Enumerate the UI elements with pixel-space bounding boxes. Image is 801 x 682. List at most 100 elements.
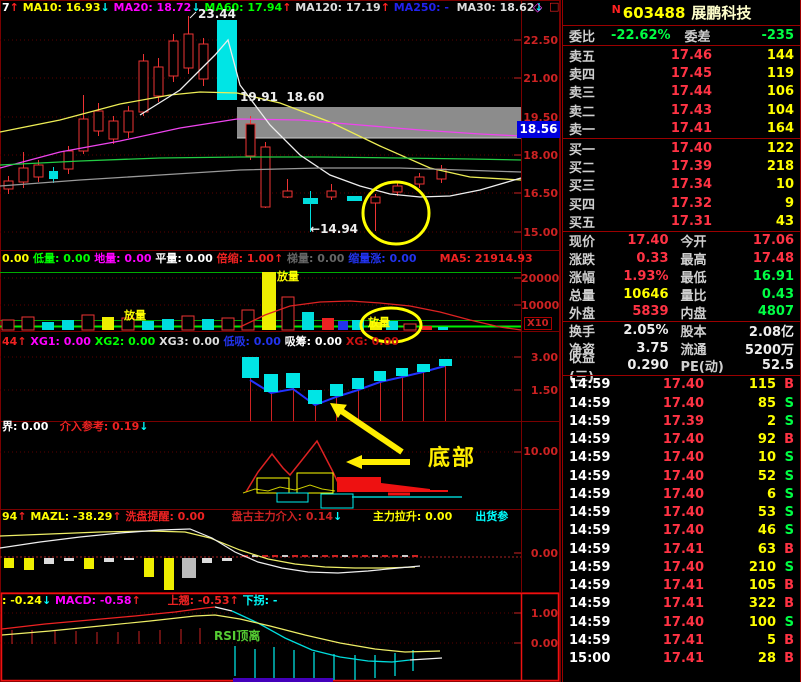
- indicator-token: XG1: 0.00: [30, 335, 95, 348]
- axis-label: 15.00: [523, 226, 558, 239]
- indicator-token: 0.00: [2, 252, 33, 265]
- indicator-token: XG2: 0.00: [94, 335, 160, 348]
- peak-pointer: [189, 11, 197, 19]
- commission-ratio-row: 委比 -22.62% 委差 -235: [569, 28, 794, 45]
- indicator-token: 缩量涨: 0.00: [348, 252, 417, 265]
- indicator-token: 94: [2, 510, 18, 523]
- order-book-row[interactable]: 卖三 17.44 106: [569, 84, 794, 102]
- volume-pane: [0, 272, 522, 344]
- time-sales-row[interactable]: 14:59 17.41 63 B: [569, 541, 794, 557]
- order-book-row[interactable]: 卖五 17.46 144: [569, 47, 794, 65]
- quote-panel: N 603488 展鹏科技 委比 -22.62% 委差 -235 卖五 17.4…: [562, 0, 801, 682]
- indicator-token: ↑: [112, 510, 126, 523]
- order-book-row[interactable]: 卖二 17.43 104: [569, 102, 794, 120]
- axis-label: 21.00: [523, 72, 558, 85]
- order-book-row[interactable]: 卖四 17.45 119: [569, 66, 794, 84]
- indicator-token: 吸筹: 0.00: [284, 335, 346, 348]
- indicator-token: MA5: 21914.93: [416, 252, 533, 265]
- mazl-pane: [0, 528, 421, 590]
- indicator-token: 盘古主力介入: 0.14: [231, 510, 334, 523]
- level-price-annotation: 19.91 18.60: [240, 90, 325, 104]
- peak-price-annotation: 23.44: [198, 7, 236, 21]
- jieru-pane: [242, 439, 462, 509]
- divider: [563, 374, 800, 376]
- volume-indicator-row: 0.00 低量: 0.00 地量: 0.00 平量: 0.00 倍缩: 1.00…: [2, 252, 533, 265]
- indicator-token: 44: [2, 335, 18, 348]
- axis-label: 1.50: [530, 384, 558, 397]
- buy-order-book: 买一 17.40 122 买二 17.39 218 买三 17.34 10 买四…: [563, 139, 800, 232]
- chart-canvas: [0, 0, 561, 682]
- axis-label: 0.00: [530, 637, 558, 650]
- window-box-icon[interactable]: □: [549, 0, 560, 13]
- time-sales-row[interactable]: 14:59 17.40 53 S: [569, 505, 794, 521]
- indicator-token: ↓: [191, 1, 205, 14]
- order-book-row[interactable]: 买二 17.39 218: [569, 159, 794, 177]
- axis-label: 1.00: [530, 607, 558, 620]
- indicator-token: ↑: [17, 335, 31, 348]
- time-sales-row[interactable]: 15:00 17.41 28 B: [569, 651, 794, 667]
- indicator-token: XG: 0.00: [345, 335, 399, 348]
- indicator-token: 出货参: [475, 510, 509, 523]
- indicator-token: ↓: [534, 1, 544, 14]
- macd-indicator-row: : -0.24↓ MACD: -0.58↑ 上翘: -0.53↑ 下拐: -: [2, 594, 277, 607]
- price-snapshot: 现价 17.40 今开 17.06 涨跌 0.33 最高 17.48 涨幅 1.…: [563, 232, 800, 321]
- order-book-row[interactable]: 买一 17.40 122: [569, 140, 794, 158]
- order-book-row[interactable]: 买五 17.31 43: [569, 214, 794, 232]
- diamond-icon[interactable]: ◇: [533, 0, 543, 14]
- indicator-token: MA10: 16.93: [22, 1, 101, 14]
- axis-label: 18.00: [523, 149, 558, 162]
- axis-label: 10000: [521, 299, 560, 312]
- time-sales-row[interactable]: 14:59 17.41 322 B: [569, 596, 794, 612]
- indicator-token: 低吸: 0.00: [223, 335, 285, 348]
- jieru-indicator-row: 界: 0.00 介入参考: 0.19↓: [2, 420, 148, 433]
- divider: [563, 320, 800, 322]
- indicator-token: 下拐: -: [242, 594, 278, 607]
- order-book-row[interactable]: 买三 17.34 10: [569, 177, 794, 195]
- time-sales-row[interactable]: 14:59 17.40 92 B: [569, 432, 794, 448]
- arrow-left-icon: ←: [310, 222, 321, 236]
- main-pane-candles: [3, 16, 447, 232]
- highlight-circle-main: [361, 180, 431, 246]
- time-sales-list[interactable]: 14:59 17.40 115 B 14:59 17.40 85 S 14:59…: [563, 376, 800, 668]
- indicator-token: 介入参考: 0.19: [59, 420, 140, 433]
- time-sales-row[interactable]: 14:59 17.40 85 S: [569, 395, 794, 411]
- time-sales-row[interactable]: 14:59 17.41 105 B: [569, 578, 794, 594]
- indicator-token: MA60: 17.94: [204, 1, 283, 14]
- axis-label: 22.50: [523, 34, 558, 47]
- axis-label: 16.50: [523, 187, 558, 200]
- commission-ratio-value: -22.62%: [611, 28, 671, 43]
- time-sales-row[interactable]: 14:59 17.40 46 S: [569, 523, 794, 539]
- time-sales-row[interactable]: 14:59 17.41 5 B: [569, 632, 794, 648]
- time-sales-row[interactable]: 14:59 17.40 115 B: [569, 377, 794, 393]
- indicator-token: 上翘: -0.53: [167, 594, 230, 607]
- indicator-token: ↑: [229, 594, 243, 607]
- bottom-annotation-arrows: [330, 403, 410, 469]
- indicator-token: ↓: [100, 1, 114, 14]
- axis-label: 3.00: [530, 351, 558, 364]
- time-sales-row[interactable]: 14:59 17.40 6 S: [569, 486, 794, 502]
- low-price-annotation: ←14.94: [310, 222, 359, 236]
- time-sales-row[interactable]: 14:59 17.39 2 S: [569, 413, 794, 429]
- stock-title[interactable]: N 603488 展鹏科技: [563, 0, 800, 25]
- indicator-token: [205, 510, 232, 523]
- axis-label: 10.00: [523, 445, 558, 458]
- time-sales-row[interactable]: 14:59 17.40 10 S: [569, 450, 794, 466]
- divider: [563, 45, 800, 46]
- snapshot-row: 涨跌 0.33 最高 17.48: [569, 251, 794, 269]
- order-book-row[interactable]: 买四 17.32 9: [569, 195, 794, 213]
- sell-order-book: 卖五 17.46 144 卖四 17.45 119 卖三 17.44 106 卖…: [563, 46, 800, 139]
- main-indicator-row: 7↑ MA10: 16.93↓ MA20: 18.72↓ MA60: 17.94…: [2, 1, 544, 14]
- time-sales-row[interactable]: 14:59 17.40 52 S: [569, 468, 794, 484]
- macd-pane: [0, 592, 560, 682]
- order-book-row[interactable]: 卖一 17.41 164: [569, 121, 794, 139]
- ma-lines: [0, 38, 522, 198]
- indicator-token: ↑: [17, 510, 31, 523]
- divider: [563, 25, 800, 26]
- fundamental-row: 净资 3.75 流通 5200万: [569, 340, 794, 358]
- indicator-token: 倍缩: 1.00: [216, 252, 274, 265]
- indicator-token: 7: [2, 1, 10, 14]
- time-sales-row[interactable]: 14:59 17.40 210 S: [569, 559, 794, 575]
- indicator-token: ↓: [333, 510, 343, 523]
- time-sales-row[interactable]: 14:59 17.40 100 S: [569, 614, 794, 630]
- indicator-token: 界: 0.00: [2, 420, 60, 433]
